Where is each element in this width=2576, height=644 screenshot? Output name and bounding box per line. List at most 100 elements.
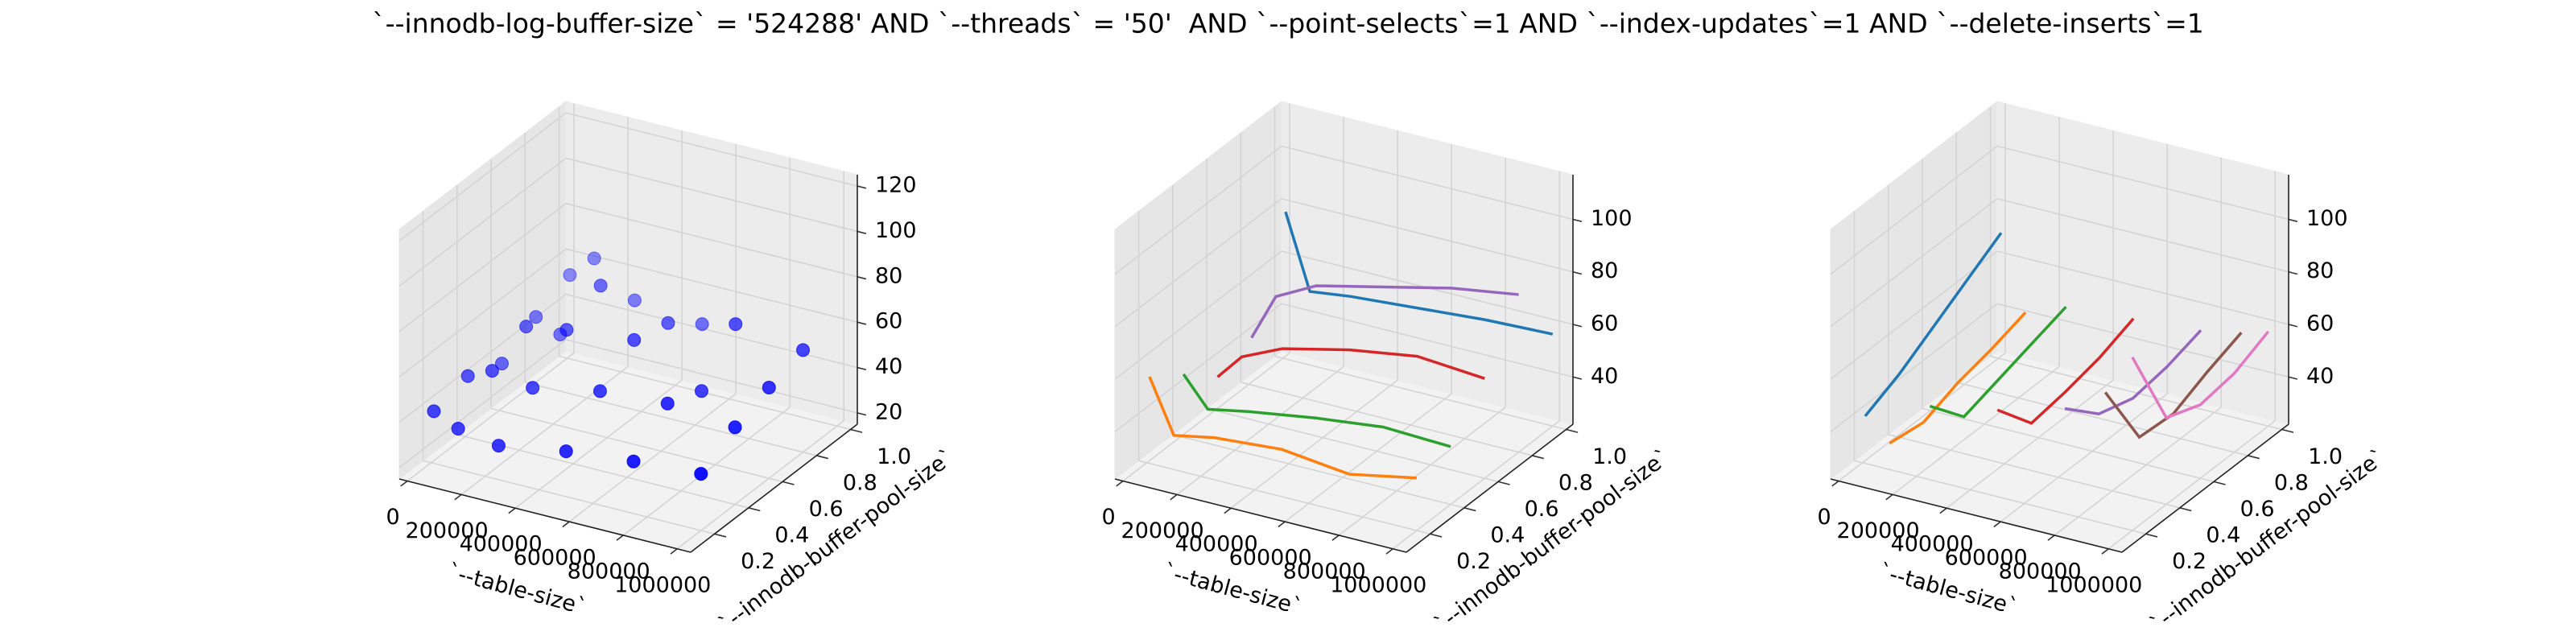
tick-mark: [1566, 428, 1579, 433]
point: [587, 251, 601, 266]
line: [1996, 317, 2135, 425]
point: [427, 404, 441, 419]
tick-mark: [1572, 376, 1583, 380]
tick-mark: [1572, 218, 1583, 222]
x-tick-label: 1000000: [2046, 572, 2142, 597]
line: [2131, 330, 2270, 420]
y-tick-label: 0.8: [1558, 470, 1593, 495]
y-tick-label: 0.4: [2206, 522, 2240, 547]
y-tick-label: 1.0: [2308, 444, 2343, 469]
point: [661, 316, 675, 330]
grid-line: [1114, 145, 1282, 275]
y-tick-label: 0.2: [1456, 549, 1491, 574]
grid-line: [2107, 420, 2276, 550]
x-tick-label: 200000: [1121, 518, 1204, 543]
tick-mark: [1831, 480, 1839, 487]
grid-line: [398, 339, 567, 469]
grid-line: [1230, 379, 1398, 509]
point: [660, 396, 675, 411]
tick-mark: [1278, 521, 1286, 528]
point: [519, 320, 534, 334]
tick-mark: [1224, 507, 1232, 514]
line: [1889, 311, 2027, 445]
grid-line: [1274, 355, 1567, 431]
grid-line: [1176, 365, 1344, 496]
x-axis-line: [398, 478, 691, 553]
point: [626, 454, 641, 469]
point: [563, 268, 577, 283]
z-tick-label: 100: [875, 218, 917, 243]
tick-mark: [1385, 548, 1393, 555]
grid-line: [1281, 145, 1574, 221]
tick-mark: [816, 455, 828, 460]
z-tick-label: 60: [875, 309, 902, 334]
x-tick-label: 800000: [1999, 559, 2082, 584]
tick-mark: [1463, 507, 1476, 512]
grid-line: [456, 434, 749, 509]
grid-line: [1854, 460, 2146, 535]
grid-line: [423, 460, 715, 535]
grid-line: [1946, 379, 2114, 509]
tick-mark: [2288, 270, 2298, 275]
line: [1284, 211, 1554, 336]
grid-line: [1138, 460, 1430, 535]
grid-line: [565, 248, 858, 323]
subplot: 020000040000060000080000010000000.20.40.…: [1101, 100, 1675, 638]
tick-mark: [1993, 521, 2001, 528]
grid-line: [1996, 197, 2289, 273]
tick-mark: [748, 507, 761, 512]
x-tick-label: 200000: [406, 518, 489, 543]
grid-line: [1830, 303, 1998, 432]
x-tick-label: 600000: [514, 546, 597, 571]
x-tick-label: 400000: [460, 532, 543, 557]
grid-line: [565, 157, 858, 233]
z-tick-label: 40: [1591, 364, 1618, 389]
grid-line: [2054, 407, 2222, 536]
tick-mark: [1572, 270, 1583, 275]
tick-mark: [2145, 533, 2158, 538]
grid-line: [1830, 198, 1998, 328]
tick-mark: [1331, 535, 1340, 541]
y-axis-line: [1406, 423, 1574, 553]
z-tick-label: 80: [875, 263, 902, 288]
point: [593, 279, 608, 293]
y-tick-label: 0.6: [809, 497, 844, 522]
x-tick-label: 0: [1101, 505, 1115, 530]
grid-line: [514, 379, 683, 509]
grid-line: [1206, 407, 1499, 483]
point: [796, 343, 811, 357]
tick-mark: [782, 481, 795, 485]
grid-line: [1830, 250, 1998, 380]
grid-line: [1956, 382, 2248, 456]
y-tick-label: 0.8: [843, 470, 877, 495]
grid-line: [1122, 352, 1290, 482]
z-tick-label: 40: [2306, 364, 2334, 389]
tick-mark: [714, 533, 727, 538]
tick-mark: [616, 535, 624, 541]
tick-mark: [2248, 455, 2260, 460]
grid-line: [1281, 303, 1574, 378]
tick-mark: [1885, 493, 1893, 501]
tick-mark: [2101, 548, 2109, 555]
tick-mark: [508, 507, 516, 514]
tick-mark: [857, 276, 867, 280]
point: [728, 420, 742, 435]
tick-mark: [2047, 535, 2055, 541]
x-tick-label: 0: [386, 505, 399, 530]
line: [1250, 284, 1519, 339]
grid-line: [1838, 352, 2006, 482]
grid-line: [565, 203, 858, 278]
grid-line: [1392, 420, 1560, 550]
line: [1864, 232, 2003, 418]
tick-mark: [2288, 324, 2298, 328]
z-tick-label: 60: [2306, 312, 2334, 336]
grid-line: [1922, 407, 2215, 483]
y-tick-label: 0.2: [741, 549, 775, 574]
z-tick-label: 40: [875, 354, 902, 379]
y-tick-label: 0.4: [1490, 522, 1525, 547]
grid-line: [490, 407, 783, 483]
grid-line: [398, 157, 567, 287]
y-axis-line: [2121, 423, 2289, 553]
tick-mark: [400, 480, 408, 487]
tick-mark: [850, 428, 863, 433]
